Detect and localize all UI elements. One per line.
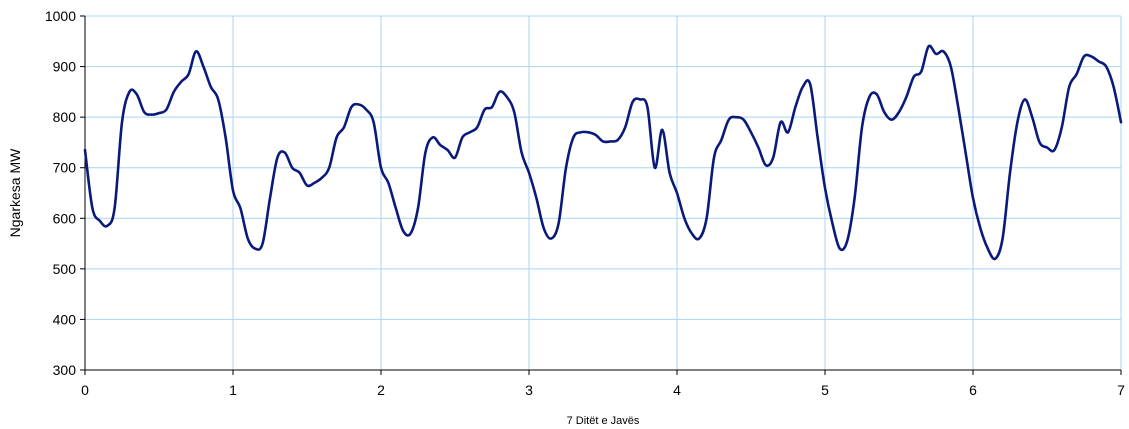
y-tick-label: 400 [53, 311, 77, 327]
x-tick-label: 2 [377, 382, 385, 398]
x-tick-label: 5 [821, 382, 829, 398]
y-tick-label: 800 [53, 109, 77, 125]
x-tick-label: 3 [525, 382, 533, 398]
x-tick-label: 7 [1117, 382, 1125, 398]
y-tick-label: 600 [53, 210, 77, 226]
y-tick-label: 1000 [45, 8, 76, 24]
x-tick-label: 0 [81, 382, 89, 398]
x-tick-labels: 0 1 2 3 4 5 6 7 [81, 382, 1125, 398]
x-axis-title: 7 Ditët e Javës [567, 415, 640, 427]
y-tick-label: 300 [53, 362, 77, 378]
y-tick-labels: 300 400 500 600 700 800 900 1000 [45, 8, 76, 378]
axes [80, 15, 1122, 375]
plot-area [85, 16, 1121, 370]
y-tick-label: 900 [53, 59, 77, 75]
series-group [83, 44, 1123, 261]
x-tick-label: 1 [229, 382, 237, 398]
y-tick-label: 700 [53, 160, 77, 176]
y-tick-label: 500 [53, 261, 77, 277]
x-tick-label: 6 [969, 382, 977, 398]
series-line [83, 44, 1123, 261]
x-tick-label: 4 [673, 382, 681, 398]
y-axis-title: Ngarkesa MW [7, 148, 23, 237]
